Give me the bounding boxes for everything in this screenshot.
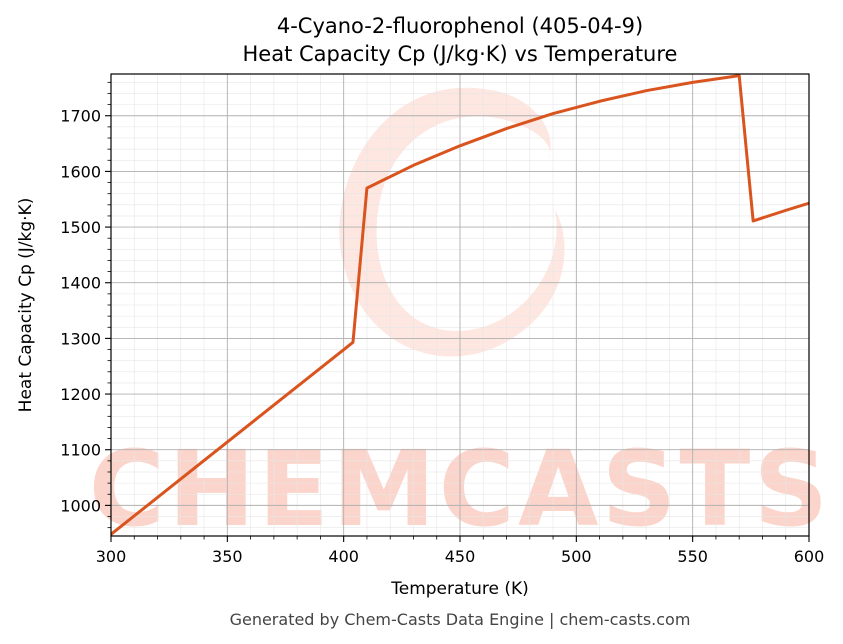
x-tick-label: 500 [561,547,592,566]
chemcasts-watermark: CHEMCASTS [89,87,831,550]
y-tick-label: 1600 [60,162,101,181]
x-tick-label: 450 [445,547,476,566]
grid-major [110,74,810,536]
x-tick-label: 300 [96,547,127,566]
watermark-text: CHEMCASTS [89,428,831,550]
x-tick-label: 550 [677,547,708,566]
y-axis-label: Heat Capacity Cp (J/kg·K) [16,198,36,413]
x-tick-label: 600 [794,547,825,566]
y-tick-label: 1300 [60,329,101,348]
watermark-swirl [339,87,565,357]
y-axis-ticks: 1000 1100 1200 1300 1400 1500 1600 1700 [60,81,111,529]
y-tick-label: 1700 [60,107,101,126]
x-axis-ticks: 300 350 400 450 500 550 600 [96,536,825,566]
chart-title: 4-Cyano-2-fluorophenol (405-04-9) [277,14,643,38]
y-tick-label: 1000 [60,496,101,515]
x-tick-label: 400 [328,547,359,566]
series-layer [111,74,809,536]
chart-subtitle: Heat Capacity Cp (J/kg·K) vs Temperature [243,42,678,66]
x-tick-label: 350 [212,547,243,566]
footer-credit: Generated by Chem-Casts Data Engine | ch… [230,610,691,629]
y-tick-label: 1400 [60,274,101,293]
y-tick-label: 1200 [60,385,101,404]
y-tick-label: 1500 [60,218,101,237]
x-axis-label: Temperature (K) [390,579,529,599]
series-line [111,74,809,536]
y-tick-label: 1100 [60,441,101,460]
